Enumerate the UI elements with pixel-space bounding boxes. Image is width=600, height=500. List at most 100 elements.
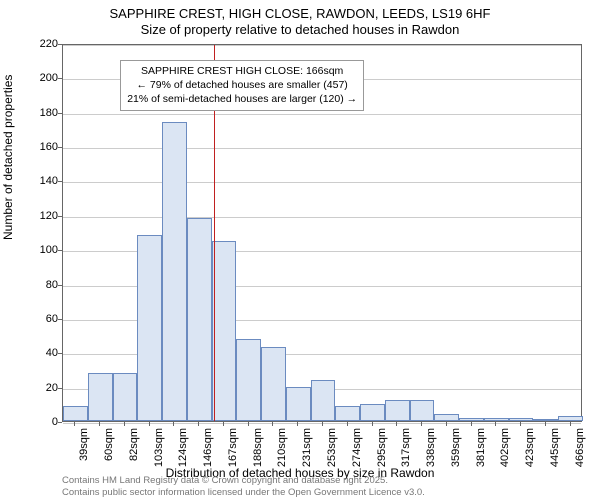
x-tick-mark <box>520 422 521 426</box>
x-tick-mark <box>396 422 397 426</box>
histogram-bar <box>88 373 113 421</box>
y-tick-label: 100 <box>28 244 58 256</box>
y-tick-mark <box>58 44 62 45</box>
gridline <box>63 217 581 218</box>
y-tick-mark <box>58 113 62 114</box>
histogram-bar <box>236 339 261 421</box>
y-tick-mark <box>58 147 62 148</box>
y-tick-label: 40 <box>28 347 58 359</box>
histogram-bar <box>137 235 162 421</box>
y-tick-mark <box>58 250 62 251</box>
histogram-bar <box>360 404 385 421</box>
x-tick-mark <box>495 422 496 426</box>
x-tick-mark <box>99 422 100 426</box>
x-tick-label: 39sqm <box>78 428 90 461</box>
x-tick-label: 274sqm <box>351 428 363 467</box>
histogram-bar <box>558 416 583 421</box>
y-tick-label: 0 <box>28 416 58 428</box>
footer-attribution: Contains HM Land Registry data © Crown c… <box>62 475 425 498</box>
x-tick-mark <box>297 422 298 426</box>
x-tick-mark <box>74 422 75 426</box>
footer-line1: Contains HM Land Registry data © Crown c… <box>62 475 425 486</box>
histogram-bar <box>162 122 187 421</box>
histogram-bar <box>113 373 138 421</box>
y-tick-label: 80 <box>28 279 58 291</box>
y-tick-label: 200 <box>28 72 58 84</box>
gridline <box>63 114 581 115</box>
y-tick-label: 60 <box>28 313 58 325</box>
y-tick-label: 180 <box>28 107 58 119</box>
x-tick-mark <box>149 422 150 426</box>
x-tick-label: 253sqm <box>326 428 338 467</box>
y-axis-label: Number of detached properties <box>1 75 15 240</box>
gridline <box>63 45 581 46</box>
x-tick-label: 445sqm <box>549 428 561 467</box>
x-tick-mark <box>446 422 447 426</box>
x-tick-mark <box>545 422 546 426</box>
annotation-line2: ← 79% of detached houses are smaller (45… <box>127 78 357 92</box>
x-tick-label: 402sqm <box>499 428 511 467</box>
histogram-bar <box>335 406 360 421</box>
y-tick-mark <box>58 353 62 354</box>
annotation-line1: SAPPHIRE CREST HIGH CLOSE: 166sqm <box>127 64 357 78</box>
x-tick-label: 146sqm <box>202 428 214 467</box>
x-tick-mark <box>347 422 348 426</box>
y-tick-label: 20 <box>28 382 58 394</box>
histogram-bar <box>533 419 558 421</box>
y-tick-mark <box>58 78 62 79</box>
histogram-bar <box>261 347 286 421</box>
x-tick-label: 381sqm <box>475 428 487 467</box>
x-tick-mark <box>471 422 472 426</box>
x-tick-mark <box>570 422 571 426</box>
histogram-bar <box>459 418 484 421</box>
gridline <box>63 182 581 183</box>
x-tick-label: 359sqm <box>450 428 462 467</box>
x-tick-label: 210sqm <box>276 428 288 467</box>
histogram-chart: SAPPHIRE CREST, HIGH CLOSE, RAWDON, LEED… <box>0 0 600 500</box>
x-tick-label: 103sqm <box>153 428 165 467</box>
x-tick-label: 466sqm <box>574 428 586 467</box>
histogram-bar <box>484 418 509 421</box>
x-tick-label: 338sqm <box>425 428 437 467</box>
gridline <box>63 148 581 149</box>
y-tick-label: 160 <box>28 141 58 153</box>
x-tick-label: 295sqm <box>376 428 388 467</box>
y-tick-mark <box>58 181 62 182</box>
annotation-line3: 21% of semi-detached houses are larger (… <box>127 92 357 106</box>
x-tick-label: 231sqm <box>301 428 313 467</box>
histogram-bar <box>434 414 459 421</box>
x-tick-mark <box>173 422 174 426</box>
histogram-bar <box>509 418 534 421</box>
x-tick-mark <box>223 422 224 426</box>
x-tick-label: 167sqm <box>227 428 239 467</box>
histogram-bar <box>311 380 336 421</box>
y-tick-label: 220 <box>28 38 58 50</box>
chart-title-line1: SAPPHIRE CREST, HIGH CLOSE, RAWDON, LEED… <box>0 6 600 21</box>
x-tick-label: 82sqm <box>128 428 140 461</box>
x-tick-mark <box>124 422 125 426</box>
chart-title-line2: Size of property relative to detached ho… <box>0 22 600 37</box>
annotation-box: SAPPHIRE CREST HIGH CLOSE: 166sqm← 79% o… <box>120 60 364 111</box>
y-tick-label: 140 <box>28 175 58 187</box>
x-tick-mark <box>372 422 373 426</box>
x-tick-mark <box>322 422 323 426</box>
histogram-bar <box>410 400 435 421</box>
x-tick-label: 188sqm <box>252 428 264 467</box>
y-tick-mark <box>58 285 62 286</box>
x-tick-label: 124sqm <box>177 428 189 467</box>
histogram-bar <box>187 218 212 421</box>
x-tick-mark <box>272 422 273 426</box>
x-tick-label: 317sqm <box>400 428 412 467</box>
y-tick-mark <box>58 319 62 320</box>
x-tick-label: 423sqm <box>524 428 536 467</box>
x-tick-label: 60sqm <box>103 428 115 461</box>
plot-area: SAPPHIRE CREST HIGH CLOSE: 166sqm← 79% o… <box>62 44 582 422</box>
histogram-bar <box>63 406 88 421</box>
histogram-bar <box>286 387 311 421</box>
x-tick-mark <box>421 422 422 426</box>
y-tick-mark <box>58 422 62 423</box>
y-tick-mark <box>58 388 62 389</box>
histogram-bar <box>385 400 410 421</box>
y-tick-mark <box>58 216 62 217</box>
footer-line2: Contains public sector information licen… <box>62 487 425 498</box>
